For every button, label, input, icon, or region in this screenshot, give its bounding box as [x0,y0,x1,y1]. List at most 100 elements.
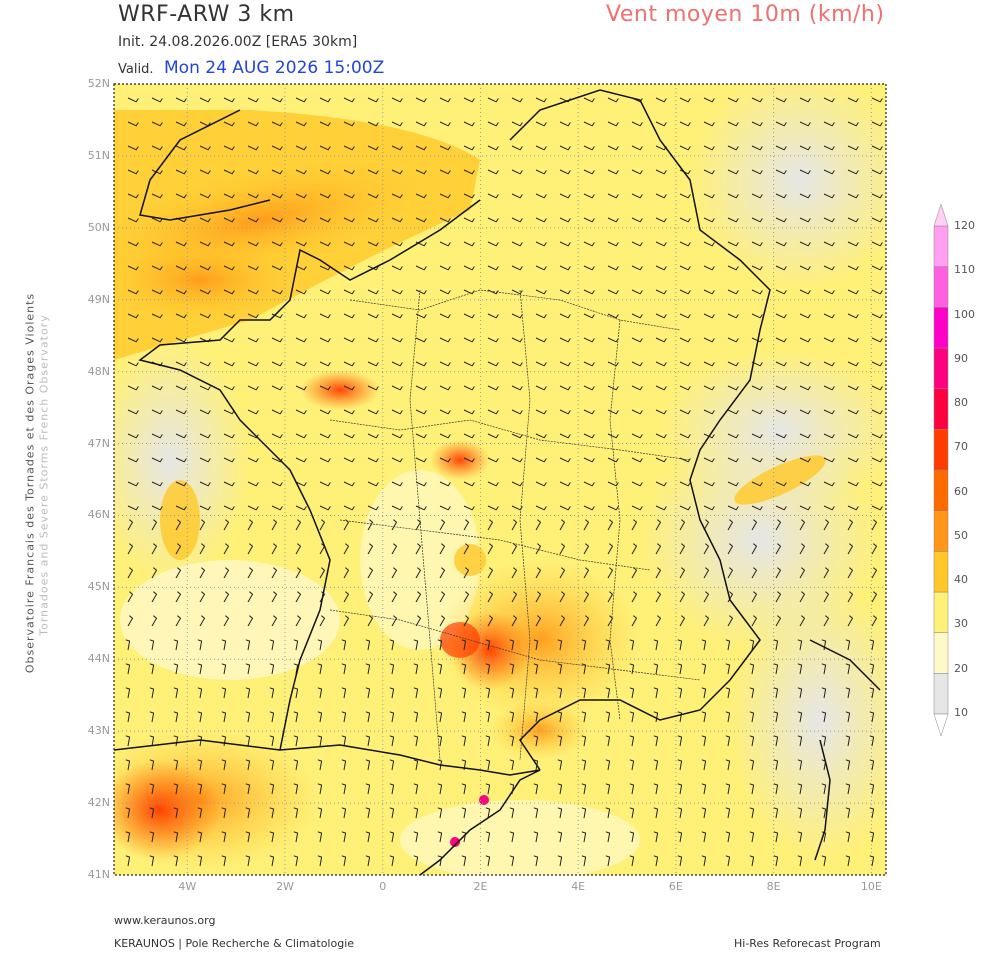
wind-barb [727,615,734,627]
lon-label: 4W [178,880,197,893]
wind-barb [797,639,803,651]
lon-label: 0 [379,880,387,893]
wind-barb [295,591,302,603]
wind-barb [509,663,515,675]
wind-barb [199,567,206,579]
wind-barb [751,457,763,463]
wind-barb [173,807,179,819]
wind-barb [727,193,739,199]
wind-barb [557,783,563,795]
wind-barb [127,567,134,579]
wind-barb [631,385,643,391]
wind-barb [559,615,566,627]
variable-title: Vent moyen 10m (km/h) [606,2,885,27]
wind-barb [317,759,323,771]
wind-barb [293,855,299,867]
wind-barb [391,385,403,391]
wind-barb [799,409,811,415]
wind-barb [245,711,251,723]
lat-label: 51N [87,148,110,162]
wind-barb [821,687,827,699]
wind-barb [269,783,275,795]
colorbar-segment [933,347,949,389]
wind-barb [655,519,662,531]
wind-barb [271,385,283,391]
footer-url[interactable]: www.keraunos.org [114,914,216,927]
wind-barb [221,855,227,867]
wind-barb [677,663,683,675]
wind-barb [413,759,419,771]
wind-barb [341,663,347,675]
wind-barb [607,567,614,579]
wind-barb [605,783,611,795]
colorbar-bottom-arrow [933,713,949,737]
wind-barb [245,807,251,819]
wind-barb [343,457,355,463]
wind-barb [511,241,523,247]
wind-barb [317,855,323,867]
lon-label: 10E [860,880,882,893]
wind-barb [461,735,467,747]
wind-barb [271,97,283,103]
wind-barb [821,711,827,723]
lat-label: 49N [87,292,110,306]
wind-barb [415,361,427,367]
wind-barb [725,831,731,843]
wind-barb [871,121,883,127]
wind-barb [559,289,571,295]
wind-barb [461,711,467,723]
wind-barb [463,433,475,439]
wind-barb [197,831,203,843]
wind-barb [847,121,859,127]
wind-barb [871,361,883,367]
wind-barb [871,145,883,151]
wind-barb [175,289,187,295]
wind-barb [655,567,662,579]
wind-barb [199,615,206,627]
wind-barb [655,217,667,223]
wind-barb [655,433,667,439]
wind-barb [847,313,859,319]
wind-barb [125,639,131,651]
wind-barb [773,759,779,771]
wind-barb [295,519,302,531]
wind-barb [655,241,667,247]
wind-barb [605,735,611,747]
wind-barb [775,97,787,103]
wind-barb [149,735,155,747]
wind-barb [583,543,590,555]
wind-barb [799,361,811,367]
wind-barb [199,241,211,247]
wind-barb [151,289,163,295]
wind-barb [847,615,854,627]
wind-barb [151,591,158,603]
wind-barb [653,759,659,771]
wind-barb [679,289,691,295]
wind-barb [439,543,446,555]
wind-barb [437,831,443,843]
wind-barb [511,591,518,603]
wind-barb [319,433,331,439]
wind-barb [151,543,158,555]
wind-barb [725,807,731,819]
wind-barb [535,121,547,127]
wind-barb [295,481,307,487]
wind-barb [367,337,379,343]
wind-barb [485,639,491,651]
wind-barb [487,505,499,511]
wind-barb [775,385,787,391]
wind-barb [317,663,323,675]
wind-barb [463,385,475,391]
wind-barb [389,807,395,819]
wind-barb [223,481,235,487]
wind-barb [823,265,835,271]
wind-barb [751,519,758,531]
wind-barb [175,591,182,603]
wind-barb [151,505,163,511]
wind-barb [703,567,710,579]
wind-barb [581,711,587,723]
wind-barb [439,193,451,199]
wind-barb [127,519,134,531]
wind-barb [749,831,755,843]
colorbar-segment [933,632,949,674]
